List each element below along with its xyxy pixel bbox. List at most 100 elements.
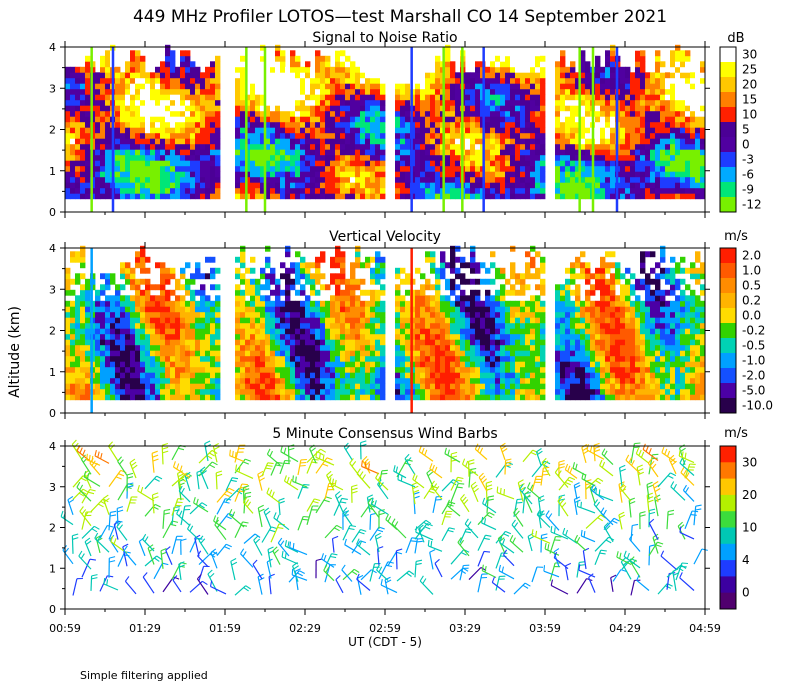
field-cell: [655, 171, 661, 178]
field-cell: [240, 339, 246, 346]
field-cell: [155, 306, 161, 313]
field-cell: [80, 322, 86, 329]
field-cell: [275, 72, 281, 79]
field-cell: [165, 121, 171, 128]
field-cell: [280, 306, 286, 313]
field-cell: [160, 388, 166, 395]
field-cell: [120, 121, 126, 128]
field-cell: [155, 99, 161, 106]
field-cell: [205, 383, 211, 390]
field-cell: [105, 143, 111, 150]
field-cell: [150, 154, 156, 161]
field-cell: [130, 372, 136, 379]
field-cell: [110, 388, 116, 395]
field-cell: [335, 55, 341, 62]
field-cell: [355, 388, 361, 395]
field-cell: [185, 116, 191, 123]
field-cell: [505, 72, 511, 79]
field-cell: [175, 295, 181, 302]
field-cell: [250, 94, 256, 101]
field-cell: [635, 193, 641, 200]
field-cell: [680, 72, 686, 79]
field-cell: [425, 394, 431, 401]
field-cell: [260, 328, 266, 335]
field-cell: [370, 94, 376, 101]
field-cell: [575, 88, 581, 95]
field-cell: [565, 83, 571, 90]
field-cell: [540, 77, 546, 84]
field-cell: [405, 273, 411, 280]
field-cell: [185, 372, 191, 379]
field-cell: [345, 394, 351, 401]
field-cell: [520, 171, 526, 178]
field-cell: [305, 377, 311, 384]
field-cell: [435, 77, 441, 84]
field-cell: [520, 143, 526, 150]
field-cell: [650, 99, 656, 106]
field-cell: [250, 394, 256, 401]
field-cell: [310, 289, 316, 296]
field-cell: [165, 394, 171, 401]
field-cell: [165, 66, 171, 73]
field-cell: [655, 165, 661, 172]
field-cell: [240, 94, 246, 101]
field-cell: [495, 83, 501, 90]
field-cell: [535, 138, 541, 145]
field-cell: [430, 105, 436, 112]
field-cell: [305, 154, 311, 161]
field-cell: [155, 383, 161, 390]
field-cell: [490, 132, 496, 139]
field-cell: [555, 160, 561, 167]
field-cell: [290, 61, 296, 68]
field-cell: [145, 182, 151, 189]
field-cell: [430, 344, 436, 351]
field-cell: [95, 317, 101, 324]
field-cell: [275, 361, 281, 368]
field-cell: [685, 66, 691, 73]
field-cell: [460, 394, 466, 401]
field-cell: [600, 110, 606, 117]
field-cell: [170, 99, 176, 106]
field-cell: [240, 328, 246, 335]
field-cell: [80, 350, 86, 357]
field-cell: [170, 322, 176, 329]
field-cell: [345, 350, 351, 357]
field-cell: [160, 132, 166, 139]
field-cell: [245, 394, 251, 401]
field-cell: [435, 105, 441, 112]
field-cell: [645, 182, 651, 189]
field-cell: [375, 317, 381, 324]
field-cell: [265, 88, 271, 95]
field-cell: [145, 306, 151, 313]
field-cell: [560, 154, 566, 161]
field-cell: [420, 94, 426, 101]
field-cell: [665, 83, 671, 90]
field-cell: [690, 193, 696, 200]
field-cell: [335, 295, 341, 302]
field-cell: [250, 165, 256, 172]
field-cell: [610, 187, 616, 194]
field-cell: [510, 143, 516, 150]
field-cell: [355, 394, 361, 401]
field-cell: [255, 394, 261, 401]
field-cell: [95, 361, 101, 368]
field-cell: [380, 328, 386, 335]
field-cell: [365, 328, 371, 335]
field-cell: [245, 160, 251, 167]
field-cell: [690, 99, 696, 106]
field-cell: [455, 394, 461, 401]
field-cell: [440, 262, 446, 269]
field-cell: [195, 149, 201, 156]
field-cell: [315, 361, 321, 368]
field-cell: [675, 138, 681, 145]
field-cell: [595, 165, 601, 172]
field-cell: [340, 55, 346, 62]
field-cell: [335, 372, 341, 379]
field-cell: [375, 339, 381, 346]
field-cell: [215, 154, 221, 161]
field-cell: [420, 350, 426, 357]
field-cell: [360, 160, 366, 167]
field-cell: [530, 127, 536, 134]
field-cell: [380, 256, 386, 263]
field-cell: [265, 306, 271, 313]
